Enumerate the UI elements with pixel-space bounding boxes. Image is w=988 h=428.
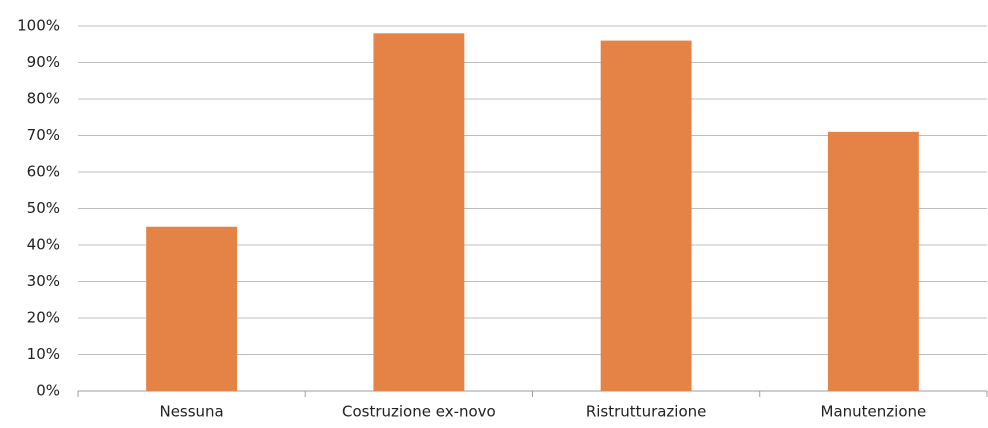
y-tick-label: 60% <box>27 163 60 181</box>
x-tick-label: Ristrutturazione <box>586 403 707 421</box>
bar <box>373 33 465 392</box>
bar <box>146 226 238 391</box>
x-tick-label: Nessuna <box>159 403 223 421</box>
y-tick-label: 80% <box>27 90 60 108</box>
y-tick-label: 30% <box>27 272 60 290</box>
y-tick-label: 70% <box>27 126 60 144</box>
x-tick-label: Costruzione ex-novo <box>342 403 496 421</box>
y-tick-label: 20% <box>27 309 60 327</box>
y-tick-label: 90% <box>27 53 60 71</box>
bar <box>600 40 692 391</box>
bar <box>827 131 919 391</box>
y-tick-label: 0% <box>36 382 60 400</box>
y-tick-label: 10% <box>27 345 60 363</box>
y-tick-label: 40% <box>27 236 60 254</box>
x-tick-label: Manutenzione <box>821 403 927 421</box>
y-tick-label: 100% <box>17 17 60 35</box>
y-tick-label: 50% <box>27 199 60 217</box>
